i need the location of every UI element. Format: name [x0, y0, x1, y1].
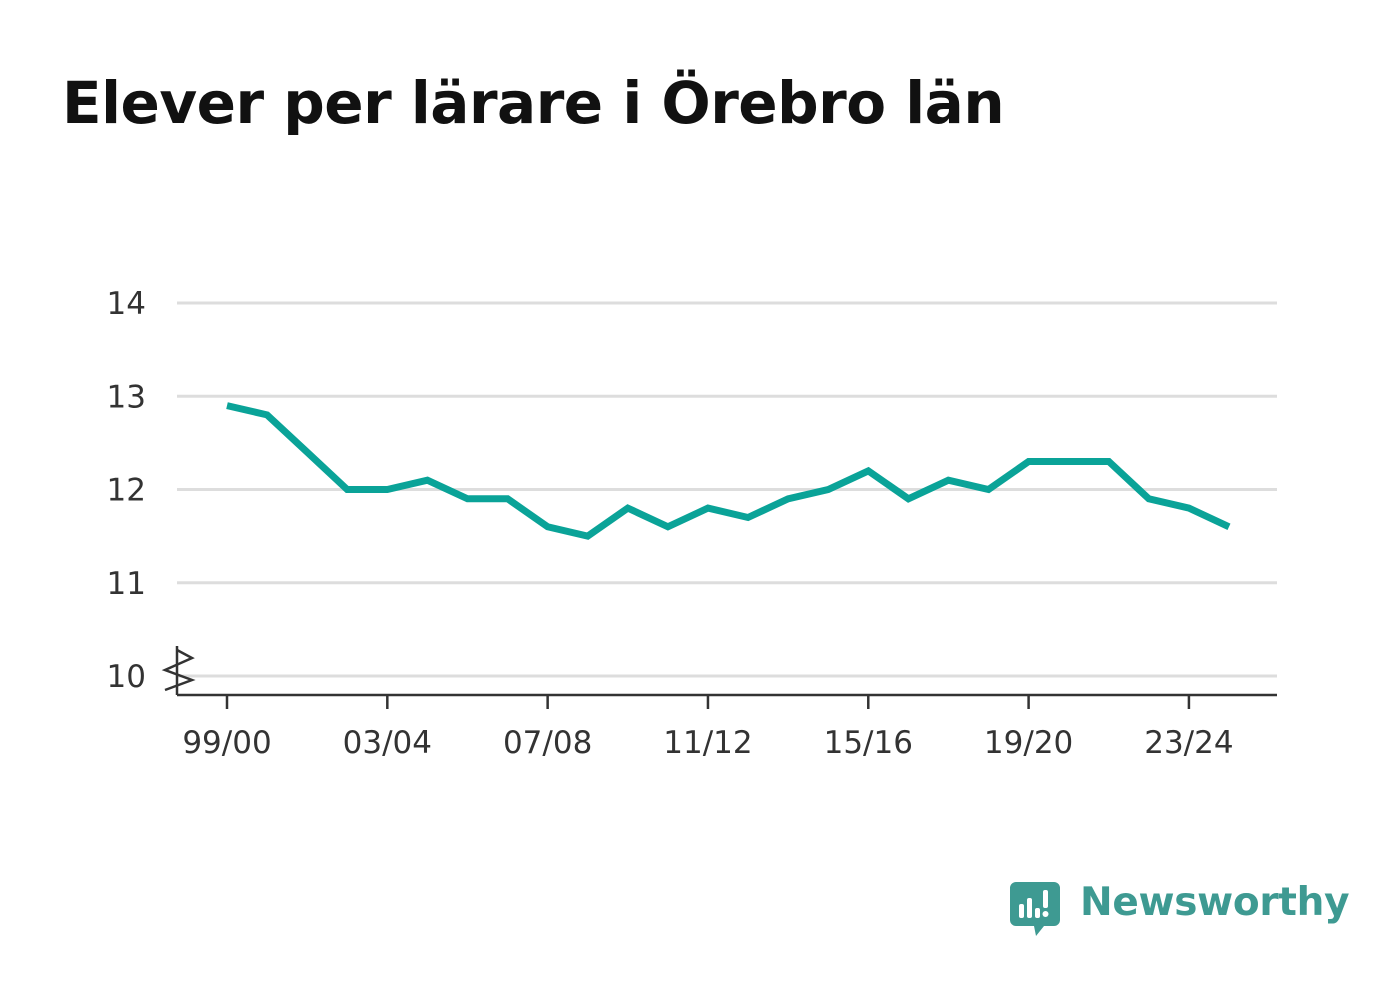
- gridlines: [177, 301, 1277, 678]
- y-tick-label-12: 12: [107, 473, 146, 509]
- x-axis: [161, 646, 1277, 709]
- series: [226, 402, 1231, 540]
- x-tick-label-19-20: 19/20: [984, 725, 1073, 761]
- y-tick-label-11: 11: [107, 566, 146, 602]
- y-tick-labels: 10 11 12 13 14: [107, 286, 146, 695]
- newsworthy-logo: Newsworthy: [1010, 878, 1350, 942]
- y-tick-label-10: 10: [107, 659, 146, 695]
- y-tick-label-14: 14: [107, 286, 146, 322]
- x-tick-label-07-08: 07/08: [503, 725, 592, 761]
- series-line-0: [226, 402, 1231, 540]
- y-tick-label-13: 13: [107, 379, 146, 415]
- x-tick-labels: 99/00 03/04 07/08 11/12 15/16 19/20 23/24: [182, 725, 1233, 761]
- x-tick-label-03-04: 03/04: [343, 725, 432, 761]
- brand-name: Newsworthy: [1080, 880, 1350, 925]
- x-tick-label-99-00: 99/00: [182, 725, 271, 761]
- x-tick-label-23-24: 23/24: [1144, 725, 1233, 761]
- x-tick-label-11-12: 11/12: [663, 725, 752, 761]
- x-tick-label-15-16: 15/16: [824, 725, 913, 761]
- bar-chart-speech-bubble-icon: [1010, 882, 1060, 936]
- axis-break-mark: [161, 648, 196, 692]
- chart-title: Elever per lärare i Örebro län: [62, 69, 1005, 137]
